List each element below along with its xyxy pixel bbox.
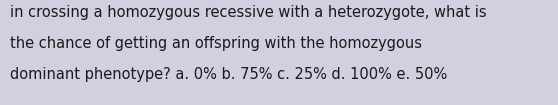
Text: the chance of getting an offspring with the homozygous: the chance of getting an offspring with … (10, 36, 422, 51)
Text: in crossing a homozygous recessive with a heterozygote, what is: in crossing a homozygous recessive with … (10, 5, 487, 20)
Text: dominant phenotype? a. 0% b. 75% c. 25% d. 100% e. 50%: dominant phenotype? a. 0% b. 75% c. 25% … (10, 67, 448, 82)
